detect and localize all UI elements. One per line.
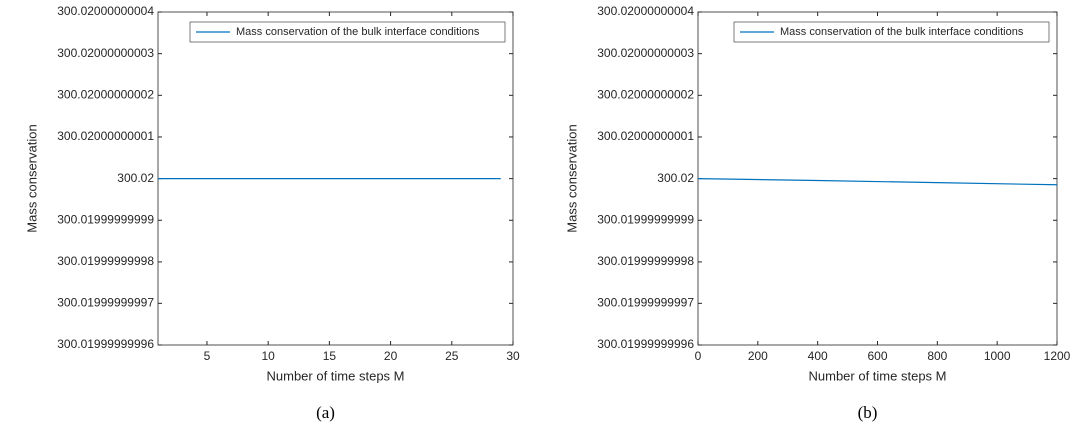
data-line [697,178,1058,186]
x-tick-label: 30 [506,349,520,363]
x-tick-label: 20 [384,349,398,363]
x-tick-label: 1200 [1044,349,1071,363]
y-tick-label: 300.01999999999 [57,212,154,226]
x-tick-label: 800 [927,349,947,363]
y-tick-label: 300.01999999997 [597,296,694,310]
x-tick-label: 200 [748,349,768,363]
x-tick-label: 600 [867,349,887,363]
y-tick-label: 300.02000000004 [597,4,694,18]
y-tick-label: 300.02000000001 [597,129,694,143]
y-tick-label: 300.02 [117,171,154,185]
subplot: 300.01999999996 300.01999999997 300.019999… [564,4,1070,422]
x-tick-label: 10 [261,349,275,363]
y-tick-label: 300.01999999999 [597,212,694,226]
y-tick-label: 300.02000000001 [57,129,154,143]
caption: (b) [858,403,878,422]
y-tick-label: 300.02 [657,171,694,185]
x-tick-label: 15 [323,349,337,363]
y-tick-label: 300.01999999997 [57,296,154,310]
y-tick-label: 300.02000000004 [57,4,154,18]
x-tick-label: 400 [808,349,828,363]
x-axis-label: Number of time steps M [267,368,405,383]
caption: (a) [316,403,335,422]
y-tick-label: 300.02000000003 [597,46,694,60]
y-axis-label: Mass conservation [564,124,579,232]
y-tick-label: 300.01999999998 [597,254,694,268]
legend-box [733,21,1050,43]
x-tick-label: 1000 [984,349,1011,363]
legend-label: Mass conservation of the bulk interface … [780,26,1024,38]
x-tick-label: 25 [445,349,459,363]
y-tick-label: 300.01999999996 [597,337,694,351]
y-tick-label: 300.01999999996 [57,337,154,351]
axes-frame [697,11,1058,346]
y-tick-label: 300.02000000003 [57,46,154,60]
y-axis-label: Mass conservation [24,124,39,232]
legend-box [189,21,506,43]
x-tick-label: 5 [204,349,211,363]
y-tick-label: 300.02000000002 [597,87,694,101]
subplot: 300.01999999996 300.01999999997 300.019999… [24,4,520,422]
x-tick-label: 0 [695,349,702,363]
legend-label: Mass conservation of the bulk interface … [236,26,480,38]
y-tick-label: 300.01999999998 [57,254,154,268]
x-axis-label: Number of time steps M [809,368,947,383]
y-tick-label: 300.02000000002 [57,87,154,101]
